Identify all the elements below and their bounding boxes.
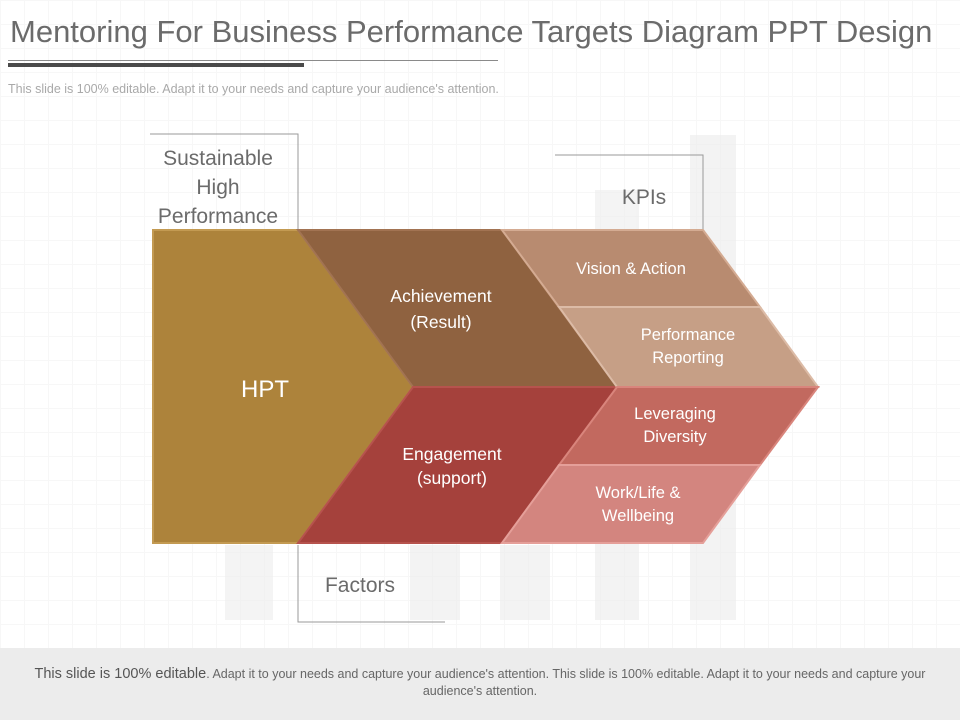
slide-title: Mentoring For Business Performance Targe… (10, 14, 933, 49)
label-worklife-2: Wellbeing (602, 507, 674, 525)
footer-bar: This slide is 100% editable. Adapt it to… (0, 648, 960, 720)
label-achievement-1: Achievement (390, 286, 491, 306)
hpt-chevron-diagram: Sustainable High Performance KPIs Factor… (150, 133, 820, 623)
label-engagement-2: (support) (417, 468, 487, 488)
label-hpt: HPT (241, 376, 289, 403)
slide-subtitle: This slide is 100% editable. Adapt it to… (8, 82, 499, 96)
label-factors: Factors (325, 574, 395, 597)
label-leveraging-2: Diversity (643, 428, 707, 446)
title-underline-thick (8, 63, 304, 67)
title-underline-thin (8, 60, 498, 61)
footer-text: This slide is 100% editable. Adapt it to… (16, 666, 944, 700)
label-leveraging-1: Leveraging (634, 405, 716, 423)
label-high: High (196, 176, 239, 199)
footer-lead: This slide is 100% editable (34, 666, 207, 682)
bracket-lines (150, 133, 704, 623)
footer-body: . Adapt it to your needs and capture you… (206, 667, 926, 698)
label-worklife-1: Work/Life & (596, 484, 681, 502)
label-performance-2: Reporting (652, 349, 724, 367)
label-achievement-2: (Result) (410, 312, 471, 332)
segment-work-life (500, 464, 762, 544)
label-sustainable: Sustainable (163, 147, 273, 170)
label-performance: Performance (158, 205, 278, 228)
label-kpis: KPIs (622, 186, 666, 209)
label-performance-1: Performance (641, 326, 735, 344)
label-engagement-1: Engagement (402, 444, 501, 464)
label-vision-action: Vision & Action (576, 260, 686, 278)
